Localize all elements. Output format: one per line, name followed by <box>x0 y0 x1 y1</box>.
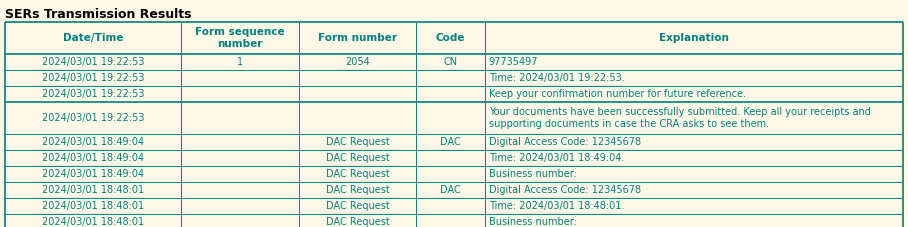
Text: Business number:: Business number: <box>489 169 577 179</box>
Text: DAC: DAC <box>440 185 460 195</box>
Text: Time: 2024/03/01 18:49:04.: Time: 2024/03/01 18:49:04. <box>489 153 624 163</box>
Text: Date/Time: Date/Time <box>63 33 123 43</box>
Text: 2054: 2054 <box>345 57 370 67</box>
Text: 2024/03/01 19:22:53: 2024/03/01 19:22:53 <box>42 113 144 123</box>
Text: Explanation: Explanation <box>659 33 729 43</box>
Text: Time: 2024/03/01 18:48:01.: Time: 2024/03/01 18:48:01. <box>489 201 624 211</box>
Text: 2024/03/01 19:22:53: 2024/03/01 19:22:53 <box>42 57 144 67</box>
Text: DAC Request: DAC Request <box>326 217 390 227</box>
Text: DAC Request: DAC Request <box>326 137 390 147</box>
Text: CN: CN <box>443 57 458 67</box>
Text: Digital Access Code: 12345678: Digital Access Code: 12345678 <box>489 185 641 195</box>
Text: DAC Request: DAC Request <box>326 169 390 179</box>
Text: Code: Code <box>436 33 465 43</box>
Text: DAC Request: DAC Request <box>326 201 390 211</box>
Text: 2024/03/01 19:22:53: 2024/03/01 19:22:53 <box>42 89 144 99</box>
Text: DAC Request: DAC Request <box>326 185 390 195</box>
Text: 2024/03/01 18:49:04: 2024/03/01 18:49:04 <box>42 153 144 163</box>
Text: 1: 1 <box>237 57 242 67</box>
Text: 2024/03/01 18:49:04: 2024/03/01 18:49:04 <box>42 169 144 179</box>
Text: 2024/03/01 19:22:53: 2024/03/01 19:22:53 <box>42 73 144 83</box>
Text: Your documents have been successfully submitted. Keep all your receipts and
supp: Your documents have been successfully su… <box>489 107 871 129</box>
Text: SERs Transmission Results: SERs Transmission Results <box>5 8 192 21</box>
Text: Form sequence
number: Form sequence number <box>195 27 284 49</box>
Text: Time: 2024/03/01 19:22:53.: Time: 2024/03/01 19:22:53. <box>489 73 625 83</box>
Text: 2024/03/01 18:48:01: 2024/03/01 18:48:01 <box>42 201 144 211</box>
Text: DAC Request: DAC Request <box>326 153 390 163</box>
Text: Digital Access Code: 12345678: Digital Access Code: 12345678 <box>489 137 641 147</box>
Text: 2024/03/01 18:48:01: 2024/03/01 18:48:01 <box>42 217 144 227</box>
Text: DAC: DAC <box>440 137 460 147</box>
Text: 97735497: 97735497 <box>489 57 538 67</box>
Text: Form number: Form number <box>318 33 397 43</box>
Text: Keep your confirmation number for future reference.: Keep your confirmation number for future… <box>489 89 745 99</box>
Text: 2024/03/01 18:48:01: 2024/03/01 18:48:01 <box>42 185 144 195</box>
Text: Business number:: Business number: <box>489 217 577 227</box>
Text: 2024/03/01 18:49:04: 2024/03/01 18:49:04 <box>42 137 144 147</box>
